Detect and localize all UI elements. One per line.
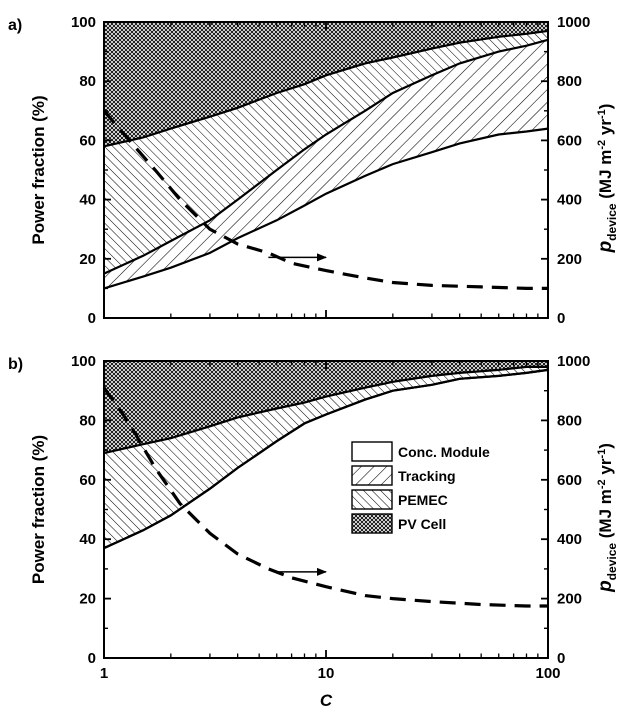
y-axis-title: Power fraction (%) (29, 435, 48, 584)
y2-axis-title-part: device (605, 543, 619, 581)
x-axis-title: C (320, 691, 333, 710)
y2-tick-label: 400 (557, 531, 582, 548)
y2-tick-label: 1000 (557, 353, 590, 370)
x-tick-label: 1 (100, 665, 108, 682)
y2-tick-label: 400 (557, 192, 582, 209)
y2-axis-title: pdevice (MJ m-2 yr-1) (595, 104, 619, 254)
area-conc-module (104, 369, 548, 658)
y2-axis-title-part: -1 (596, 109, 608, 119)
y-axis-title: Power fraction (%) (29, 95, 48, 244)
area-tracking (104, 39, 548, 289)
y-tick-label: 0 (88, 650, 96, 667)
y2-axis-title: pdevice (MJ m-2 yr-1) (595, 443, 619, 593)
panel-label: b) (8, 356, 23, 373)
legend: Conc. Module Tracking PEMEC PV Cell (351, 441, 490, 534)
panel-b: 0 0 20 200 40 400 60 600 80 800 100 1000 1 10 100 b) Pow… (8, 353, 619, 710)
legend-swatch-pemec (351, 489, 393, 510)
y2-tick-label: 0 (557, 650, 565, 667)
panel-a: 0 0 20 200 40 400 60 600 80 800 100 1000 a) Power fra… (8, 14, 619, 327)
y2-tick-label: 600 (557, 132, 582, 149)
p-device-dashed-line (102, 386, 548, 608)
y2-axis-title-part: (MJ m (596, 489, 615, 543)
y-tick-label: 80 (79, 412, 96, 429)
legend-label-tracking: Tracking (398, 468, 456, 484)
y2-axis-title-part: device (605, 203, 619, 241)
y2-axis-title-part: p (595, 580, 616, 593)
boundary-tracking (103, 368, 549, 550)
area-pemec (104, 30, 548, 274)
y2-axis-title-part: -1 (596, 449, 608, 459)
y2-axis-title-part: ) (596, 104, 615, 110)
legend-swatch-pv-cell (351, 513, 393, 534)
y-tick-label: 60 (79, 472, 96, 489)
y-tick-label: 20 (79, 591, 96, 608)
area-pv-cell (104, 361, 548, 454)
y2-tick-label: 0 (557, 310, 565, 327)
y2-axis-title-part: yr (596, 458, 615, 479)
panel-label: a) (8, 17, 22, 34)
y2-tick-label: 600 (557, 472, 582, 489)
y-tick-label: 60 (79, 132, 96, 149)
boundary-tracking (103, 38, 549, 275)
area-pemec (104, 366, 548, 549)
y2-tick-label: 200 (557, 591, 582, 608)
y2-tick-label: 800 (557, 73, 582, 90)
y2-axis-title-part: ) (596, 443, 615, 449)
y2-tick-label: 200 (557, 251, 582, 268)
x-tick-label: 100 (535, 665, 560, 682)
boundary-conc-module (103, 127, 549, 290)
area-conc-module (104, 128, 548, 318)
y-tick-label: 20 (79, 251, 96, 268)
legend-swatch-tracking (351, 465, 393, 486)
y-tick-label: 100 (71, 14, 96, 31)
legend-label-conc-module: Conc. Module (398, 444, 490, 460)
y-tick-label: 0 (88, 310, 96, 327)
y2-axis-title-part: -2 (596, 479, 608, 489)
y-tick-label: 40 (79, 192, 96, 209)
legend-label-pv-cell: PV Cell (398, 516, 446, 532)
legend-label-pemec: PEMEC (398, 492, 448, 508)
y2-tick-label: 800 (557, 412, 582, 429)
y-tick-label: 80 (79, 73, 96, 90)
boundary-pemec (103, 365, 548, 455)
y2-axis-title-part: yr (596, 119, 615, 140)
y-tick-label: 100 (71, 353, 96, 370)
area-pv-cell (104, 22, 548, 147)
y2-axis-title-part: -2 (596, 140, 608, 150)
x-tick-label: 10 (318, 665, 335, 682)
y-tick-label: 40 (79, 531, 96, 548)
legend-swatch-conc-module (351, 441, 393, 462)
boundary-pemec (103, 29, 549, 148)
y2-tick-label: 1000 (557, 14, 590, 31)
y2-axis-title-part: p (595, 241, 616, 254)
y2-axis-title-part: (MJ m (596, 150, 615, 204)
